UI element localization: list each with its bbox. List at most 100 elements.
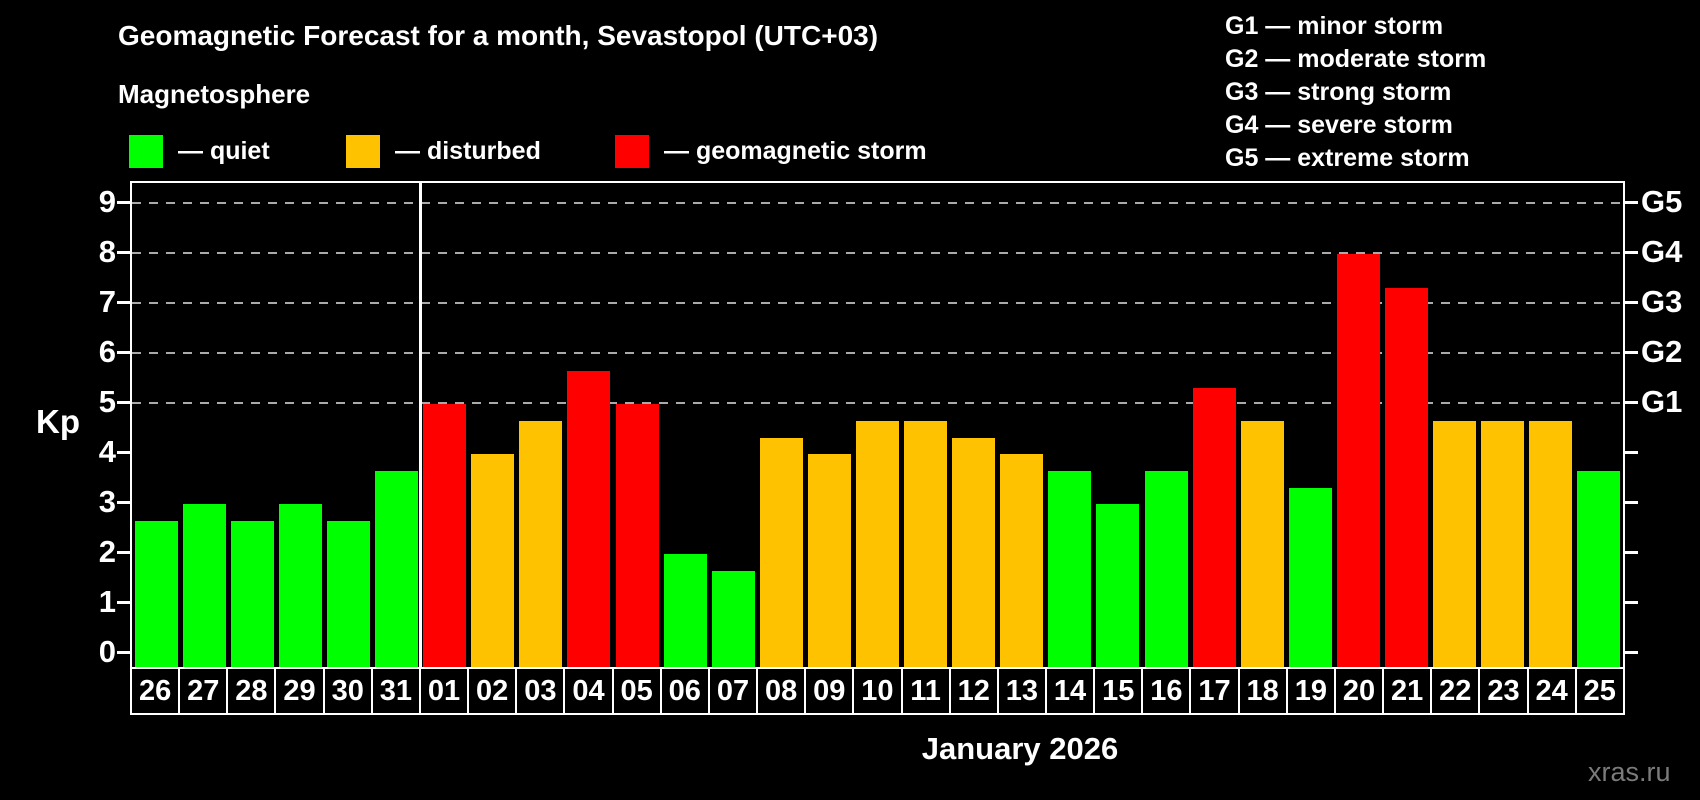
gridline-kp7 (132, 302, 1623, 304)
date-cell-25: 25 (1574, 667, 1625, 715)
date-cell-21: 21 (1382, 667, 1433, 715)
date-cell-17: 17 (1189, 667, 1240, 715)
date-cell-27: 27 (178, 667, 229, 715)
bar-day-22 (1433, 420, 1477, 667)
y-axis-label-0: 0 (98, 634, 116, 669)
date-cell-13: 13 (996, 667, 1047, 715)
bar-day-12 (952, 437, 996, 667)
date-cell-03: 03 (515, 667, 566, 715)
gridline-kp6 (132, 352, 1623, 354)
date-cell-06: 06 (659, 667, 710, 715)
bar-day-20 (1336, 254, 1380, 667)
left-axis-tick-3 (117, 501, 131, 504)
y-axis-label-6: 6 (98, 334, 116, 369)
left-axis-tick-1 (117, 601, 131, 604)
legend-item-disturbed: — disturbed (346, 134, 541, 168)
right-axis-tick-6 (1624, 351, 1638, 354)
y-axis-label-4: 4 (98, 434, 116, 469)
legend-label-disturbed: — disturbed (395, 136, 541, 165)
bar-day-29 (278, 504, 322, 667)
legend-label-quiet: — quiet (178, 136, 270, 165)
g-scale-legend-line-4: G4 — severe storm (1225, 111, 1453, 139)
left-axis-tick-5 (117, 401, 131, 404)
gridline-kp5 (132, 402, 1623, 404)
bar-day-03 (519, 420, 563, 667)
right-axis-tick-2 (1624, 551, 1638, 554)
bar-day-31 (375, 470, 419, 667)
y-axis-title: Kp (36, 403, 80, 440)
disturbed-swatch-icon (346, 134, 380, 168)
watermark: xras.ru (1588, 757, 1671, 787)
month-divider-line (419, 183, 423, 667)
right-axis-tick-9 (1624, 201, 1638, 204)
bar-day-14 (1048, 470, 1092, 667)
bar-day-17 (1192, 387, 1236, 667)
chart-title: Geomagnetic Forecast for a month, Sevast… (118, 20, 879, 51)
y-axis-label-5: 5 (98, 384, 116, 419)
bar-day-04 (567, 370, 611, 667)
bar-day-21 (1385, 287, 1429, 667)
legend-item-storm: — geomagnetic storm (615, 134, 927, 168)
legend-label-storm: — geomagnetic storm (664, 136, 927, 165)
x-axis-date-row: 26 27 28 29 30 31 01 02 03 04 05 06 07 08 09 10 11 12 13 14… (130, 667, 1625, 715)
date-cell-14: 14 (1044, 667, 1096, 715)
bar-day-28 (230, 520, 274, 667)
g-axis-label-G5: G5 (1641, 184, 1683, 219)
bar-day-27 (182, 504, 226, 667)
date-cell-20: 20 (1333, 667, 1385, 715)
bar-day-18 (1240, 420, 1284, 667)
x-axis-month-label: January 2026 (921, 731, 1119, 766)
bar-day-08 (759, 437, 803, 667)
bar-day-09 (807, 454, 851, 667)
date-cell-01: 01 (418, 667, 470, 715)
bar-day-01 (423, 404, 467, 667)
bar-day-16 (1144, 470, 1188, 667)
left-axis-tick-8 (117, 251, 131, 254)
bar-day-07 (711, 570, 755, 667)
left-axis-tick-7 (117, 301, 131, 304)
y-axis-label-8: 8 (98, 234, 116, 269)
date-cell-09: 09 (804, 667, 855, 715)
chart-subtitle: Magnetosphere (118, 79, 311, 109)
date-cell-10: 10 (852, 667, 903, 715)
date-cell-22: 22 (1430, 667, 1481, 715)
right-axis-tick-3 (1624, 501, 1638, 504)
date-cell-31: 31 (370, 667, 421, 715)
g-scale-legend-line-3: G3 — strong storm (1225, 78, 1452, 106)
left-axis-tick-2 (117, 551, 131, 554)
g-scale-legend-line-2: G2 — moderate storm (1225, 45, 1487, 73)
g-axis-label-G2: G2 (1641, 334, 1683, 369)
left-axis-tick-4 (117, 451, 131, 454)
quiet-swatch-icon (129, 134, 163, 168)
left-axis-tick-9 (117, 201, 131, 204)
bar-day-23 (1481, 420, 1525, 667)
storm-swatch-icon (615, 134, 649, 168)
bar-day-15 (1096, 504, 1140, 667)
y-axis-label-1: 1 (98, 584, 116, 619)
bar-day-24 (1529, 420, 1573, 667)
date-cell-02: 02 (467, 667, 518, 715)
g-scale-legend-line-5: G5 — extreme storm (1225, 144, 1470, 172)
g-axis-label-G4: G4 (1641, 234, 1683, 269)
right-axis-tick-5 (1624, 401, 1638, 404)
y-axis-label-9: 9 (98, 184, 116, 219)
date-cell-30: 30 (322, 667, 373, 715)
bar-day-19 (1288, 487, 1332, 667)
gridline-kp9 (132, 202, 1623, 204)
g-axis-label-G3: G3 (1641, 284, 1683, 319)
date-cell-19: 19 (1285, 667, 1336, 715)
bar-day-10 (856, 420, 899, 667)
date-cell-26: 26 (130, 667, 181, 715)
bar-day-30 (326, 520, 370, 667)
bar-day-02 (471, 454, 515, 667)
date-cell-07: 07 (707, 667, 759, 715)
date-cell-23: 23 (1478, 667, 1529, 715)
date-cell-12: 12 (948, 667, 999, 715)
y-axis-label-3: 3 (98, 484, 116, 519)
right-axis-tick-0 (1624, 651, 1638, 654)
bar-day-06 (663, 554, 707, 667)
gridline-kp8 (132, 252, 1623, 254)
y-axis-label-2: 2 (98, 534, 116, 569)
bar-day-13 (1000, 454, 1044, 667)
